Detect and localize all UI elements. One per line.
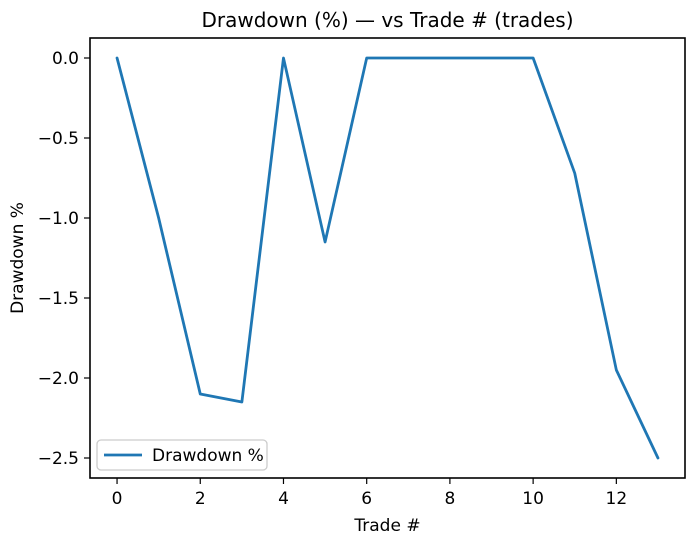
drawdown-line: [115, 56, 660, 460]
x-tick-label: 4: [278, 489, 289, 509]
legend-frame: [96, 439, 268, 471]
x-tick-label: 2: [195, 489, 206, 509]
y-tick-label: −2.5: [38, 449, 79, 469]
y-tick-label: −1.0: [38, 209, 79, 229]
x-axis: 0 2 4 6 8 10 12: [112, 478, 628, 509]
chart-title: Drawdown (%) — vs Trade # (trades): [201, 8, 573, 32]
y-tick-label: −0.5: [38, 129, 79, 149]
x-tick-label: 12: [606, 489, 628, 509]
y-tick-label: −1.5: [38, 289, 79, 309]
x-tick-label: 6: [361, 489, 372, 509]
axes-frame: [89, 37, 686, 479]
x-tick-label: 0: [112, 489, 123, 509]
y-axis-label: Drawdown %: [8, 202, 28, 314]
y-tick-label: −2.0: [38, 369, 79, 389]
legend-label: Drawdown %: [152, 446, 264, 466]
y-axis: 0.0 −0.5 −1.0 −1.5 −2.0 −2.5: [38, 49, 90, 469]
x-tick-label: 8: [444, 489, 455, 509]
plot-area: [90, 38, 685, 478]
x-tick-label: 10: [522, 489, 544, 509]
y-tick-label: 0.0: [52, 49, 79, 69]
legend: Drawdown %: [96, 439, 268, 471]
x-axis-label: Trade #: [353, 516, 420, 536]
